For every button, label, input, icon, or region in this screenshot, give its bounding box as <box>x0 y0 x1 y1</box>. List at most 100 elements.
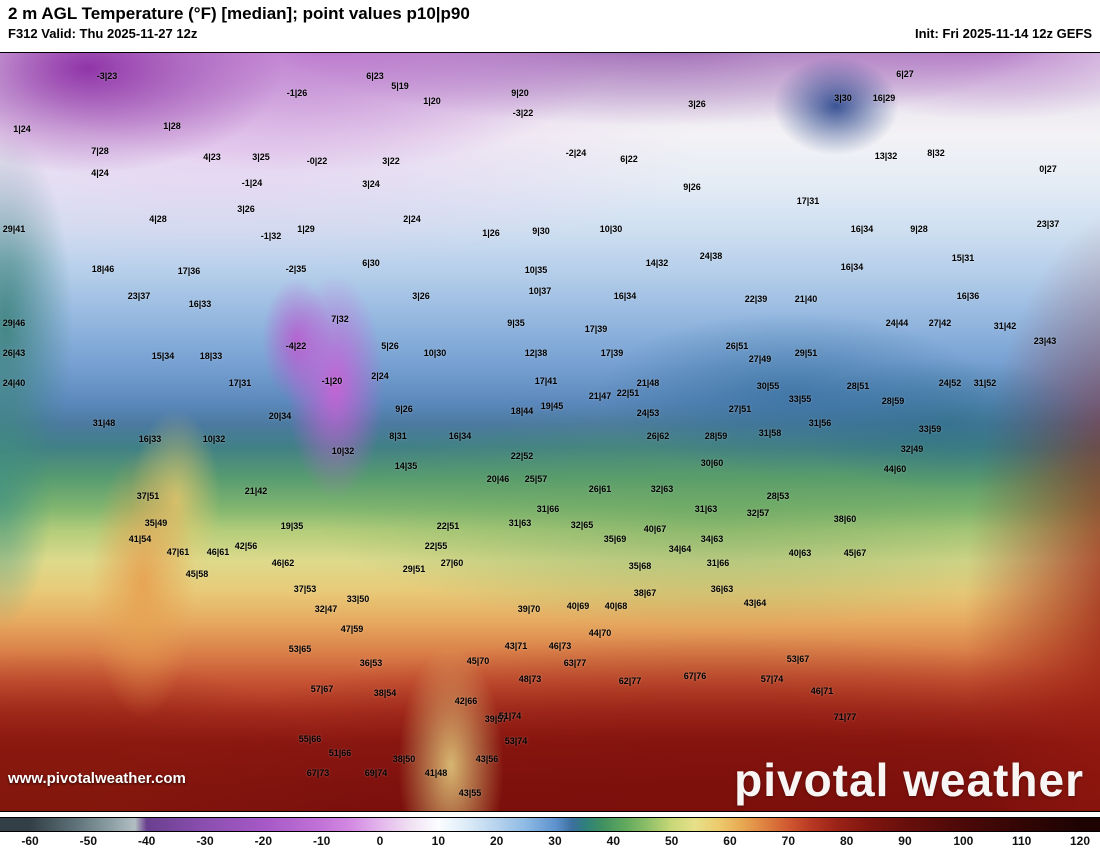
point-value: 53|74 <box>504 736 528 746</box>
point-value: -4|22 <box>285 341 307 351</box>
point-value: 8|31 <box>389 431 407 441</box>
point-value: 31|52 <box>973 378 997 388</box>
point-value: 31|66 <box>706 558 730 568</box>
point-value: 45|70 <box>466 656 490 666</box>
colorbar-tick-label: 80 <box>839 834 854 848</box>
colorbar-gradient <box>0 817 1100 832</box>
point-value: 2|24 <box>371 371 389 381</box>
point-value: 51|66 <box>328 748 352 758</box>
point-value: 16|36 <box>956 291 980 301</box>
point-value: 10|37 <box>528 286 552 296</box>
point-value: 17|41 <box>534 376 558 386</box>
point-value: 51|74 <box>498 711 522 721</box>
point-value: 17|39 <box>600 348 624 358</box>
point-value: 43|71 <box>504 641 528 651</box>
point-value: 67|76 <box>683 671 707 681</box>
point-value: 71|77 <box>833 712 857 722</box>
point-value: -2|35 <box>285 264 307 274</box>
point-value: 28|53 <box>766 491 790 501</box>
point-value: 48|73 <box>518 674 542 684</box>
colorbar-ticks: -60 -50 -40 -30 -20 -10 0 10 20 30 40 50 60 70 80 90 100… <box>0 834 1100 850</box>
point-value: 1|20 <box>423 96 441 106</box>
point-value: 31|42 <box>993 321 1017 331</box>
point-value: 14|35 <box>394 461 418 471</box>
point-value: 35|49 <box>144 518 168 528</box>
map-header: 2 m AGL Temperature (°F) [median]; point… <box>0 0 1100 52</box>
point-value: 16|34 <box>448 431 472 441</box>
point-value: 46|71 <box>810 686 834 696</box>
point-value: -1|20 <box>321 376 343 386</box>
point-value: 16|34 <box>840 262 864 272</box>
point-value: -3|23 <box>96 71 118 81</box>
point-value: 46|62 <box>271 558 295 568</box>
colorbar: -60 -50 -40 -30 -20 -10 0 10 20 30 40 50 60 70 80 90 100… <box>0 812 1100 850</box>
point-value: 22|52 <box>510 451 534 461</box>
point-value: 26|43 <box>2 348 26 358</box>
point-value: 3|30 <box>834 93 852 103</box>
point-value: 31|58 <box>758 428 782 438</box>
colorbar-tick-label: 60 <box>723 834 737 848</box>
point-value: 13|32 <box>874 151 898 161</box>
point-value: 8|32 <box>927 148 945 158</box>
point-value: 40|63 <box>788 548 812 558</box>
colorbar-tick-label: -30 <box>196 834 214 848</box>
colorbar-tick-label: -10 <box>312 834 331 848</box>
point-value: 28|59 <box>881 396 905 406</box>
colorbar-tick-label: 10 <box>431 834 446 848</box>
point-value: 32|47 <box>314 604 338 614</box>
point-value: 34|63 <box>700 534 724 544</box>
point-value: 16|34 <box>613 291 637 301</box>
point-value: 22|51 <box>436 521 460 531</box>
point-value: 63|77 <box>563 658 587 668</box>
point-value: 23|43 <box>1033 336 1057 346</box>
point-value: 1|28 <box>163 121 181 131</box>
point-value: 38|54 <box>373 688 397 698</box>
point-value: 33|59 <box>918 424 942 434</box>
point-value: 17|31 <box>796 196 820 206</box>
point-value: 21|48 <box>636 378 660 388</box>
point-value: 1|26 <box>482 228 500 238</box>
point-value: 16|33 <box>138 434 162 444</box>
point-value: 62|77 <box>618 676 642 686</box>
point-value: 46|73 <box>548 641 572 651</box>
point-value: 27|49 <box>748 354 772 364</box>
point-value: 39|57 <box>484 714 508 724</box>
point-value: 26|61 <box>588 484 612 494</box>
colorbar-tick-label: 110 <box>1011 834 1032 848</box>
point-value: 32|49 <box>900 444 924 454</box>
point-value: -1|32 <box>260 231 282 241</box>
point-value: 0|27 <box>1039 164 1057 174</box>
point-value: 16|33 <box>188 299 212 309</box>
point-value: -1|26 <box>286 88 308 98</box>
point-value: 45|58 <box>185 569 209 579</box>
temperature-map[interactable]: www.pivotalweather.com pivotal weather -… <box>0 52 1100 812</box>
point-value: 15|31 <box>951 253 975 263</box>
colorbar-tick-label: 40 <box>606 834 621 848</box>
point-value: 31|63 <box>694 504 718 514</box>
point-value: 36|53 <box>359 658 383 668</box>
point-value: 29|41 <box>2 224 26 234</box>
point-value: 9|26 <box>683 182 701 192</box>
point-value: 39|70 <box>517 604 541 614</box>
point-value: 32|57 <box>746 508 770 518</box>
point-value: 24|53 <box>636 408 660 418</box>
point-value: 29|46 <box>2 318 26 328</box>
point-value: 7|32 <box>331 314 349 324</box>
point-value: -3|22 <box>512 108 534 118</box>
point-value: 38|67 <box>633 588 657 598</box>
point-value: 57|74 <box>760 674 784 684</box>
point-value: 47|61 <box>166 547 190 557</box>
point-value: 16|29 <box>872 93 896 103</box>
point-value: 6|30 <box>362 258 380 268</box>
point-value: 3|22 <box>382 156 400 166</box>
point-value: 10|35 <box>524 265 548 275</box>
point-value: 32|65 <box>570 520 594 530</box>
point-value: 31|48 <box>92 418 116 428</box>
point-value: 9|28 <box>910 224 928 234</box>
point-value: 31|63 <box>508 518 532 528</box>
point-value: 28|51 <box>846 381 870 391</box>
point-value: 42|56 <box>234 541 258 551</box>
point-value: 34|64 <box>668 544 692 554</box>
point-value: 25|57 <box>524 474 548 484</box>
